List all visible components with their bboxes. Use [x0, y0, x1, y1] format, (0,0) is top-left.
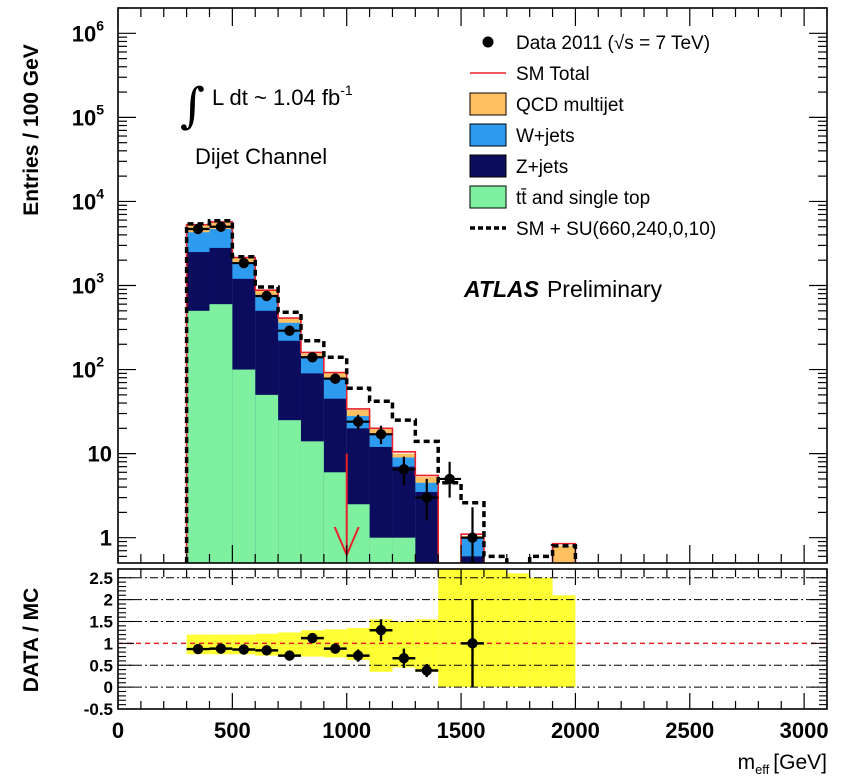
data-point	[215, 221, 227, 232]
y-tick-label: 102	[72, 354, 104, 383]
uncertainty-band	[483, 569, 507, 688]
x-axis-label: meff [GeV]	[738, 751, 827, 777]
atlas-label: ATLAS Preliminary	[463, 276, 662, 302]
legend-qcd-swatch	[469, 92, 507, 116]
legend-zjets-swatch	[469, 154, 507, 178]
ratio-y-tick-label: 1	[104, 634, 113, 653]
y-tick-label: 1	[100, 526, 112, 551]
ratio-point	[192, 643, 204, 655]
data-point	[444, 473, 455, 485]
uncertainty-band	[438, 569, 462, 688]
top-bar	[186, 310, 210, 563]
legend-label-top: tt̄ and single top	[516, 188, 650, 209]
top-bar	[346, 504, 370, 563]
legend-wjets-swatch	[469, 123, 507, 147]
x-tick-label: 2000	[551, 718, 600, 743]
y-tick-label: 106	[72, 17, 104, 46]
uncertainty-band	[506, 573, 530, 688]
data-point	[261, 290, 272, 302]
top-bar	[300, 441, 324, 563]
y-tick-label: 105	[72, 101, 104, 130]
ratio-point	[307, 632, 318, 644]
top-bar	[392, 537, 416, 563]
legend-top-swatch	[469, 185, 507, 209]
top-bar	[255, 394, 279, 563]
main-histogram-area	[184, 218, 578, 563]
data-point	[352, 416, 364, 427]
top-bar	[278, 420, 301, 563]
uncertainty-band	[300, 630, 324, 657]
x-tick-label: 1000	[322, 718, 371, 743]
legend-label-data: Data 2011 (√s = 7 TeV)	[516, 33, 710, 54]
ratio-point	[421, 665, 432, 676]
data-point	[398, 464, 410, 475]
ratio-y-tick-label: -0.5	[84, 700, 113, 719]
integral-sign: ∫	[180, 78, 205, 134]
ratio-axes: -0.500.511.522.50 500 1000 1500 2000 2500 3000	[84, 569, 829, 743]
main-axes: 1 10 102 103 104 105 106	[72, 7, 828, 563]
ratio-y-tick-label: 1.5	[89, 613, 113, 632]
legend-label-sm_total: SM Total	[516, 64, 590, 85]
ratio-point	[238, 644, 249, 655]
ratio-point	[284, 650, 295, 661]
ratio-area	[118, 569, 827, 688]
legend-label-wjets: W+jets	[516, 126, 575, 147]
ratio-point	[398, 653, 410, 664]
uncertainty-band	[392, 621, 416, 668]
ratio-point	[375, 625, 387, 636]
ratio-point	[330, 643, 341, 654]
legend-label-qcd: QCD multijet	[516, 95, 624, 116]
ratio-point	[215, 643, 227, 654]
ratio-y-axis-label: DATA / MC	[20, 588, 43, 693]
ratio-point	[467, 638, 478, 649]
x-tick-label: 500	[214, 718, 251, 743]
ratio-y-tick-label: 0.5	[89, 656, 113, 675]
uncertainty-band	[369, 619, 393, 672]
legend-label-signal: SM + SU(660,240,0,10)	[516, 219, 716, 240]
legend-data-marker	[482, 36, 494, 48]
data-point	[238, 257, 249, 269]
uncertainty-band	[529, 577, 553, 688]
x-tick-label: 0	[112, 718, 124, 743]
data-point	[421, 492, 432, 503]
uncertainty-band	[415, 619, 439, 672]
zjets-bar	[415, 491, 439, 563]
main-y-axis-label: Entries / 100 GeV	[20, 44, 43, 216]
x-tick-label: 1500	[437, 718, 486, 743]
top-bar	[232, 369, 256, 563]
data-point	[375, 429, 387, 440]
ratio-y-tick-label: 2	[104, 591, 113, 610]
zjets-bar	[369, 446, 393, 563]
data-point	[330, 373, 341, 384]
data-point	[467, 532, 478, 543]
y-tick-label: 10	[88, 442, 112, 467]
y-tick-label: 103	[72, 270, 104, 299]
legend-label-zjets: Z+jets	[516, 157, 568, 178]
ratio-point	[261, 645, 272, 656]
top-bar	[209, 304, 233, 563]
data-point	[284, 325, 295, 336]
uncertainty-band	[346, 628, 370, 660]
ratio-y-tick-label: 0	[104, 678, 113, 697]
ratio-point	[352, 650, 364, 661]
uncertainty-band	[552, 595, 576, 688]
ratio-y-tick-label: 2.5	[89, 569, 113, 588]
channel-label: Dijet Channel	[195, 144, 327, 169]
x-tick-label: 2500	[665, 718, 714, 743]
luminosity-label: L dt ~ 1.04 fb-1	[212, 82, 353, 110]
top-bar	[369, 537, 393, 563]
legend: Data 2011 (√s = 7 TeV) SM Total QCD multij…	[469, 33, 716, 240]
data-point	[192, 223, 204, 235]
data-point	[307, 352, 318, 363]
x-tick-label: 3000	[780, 718, 829, 743]
qcd-bar	[552, 545, 576, 563]
y-tick-label: 104	[72, 185, 104, 214]
